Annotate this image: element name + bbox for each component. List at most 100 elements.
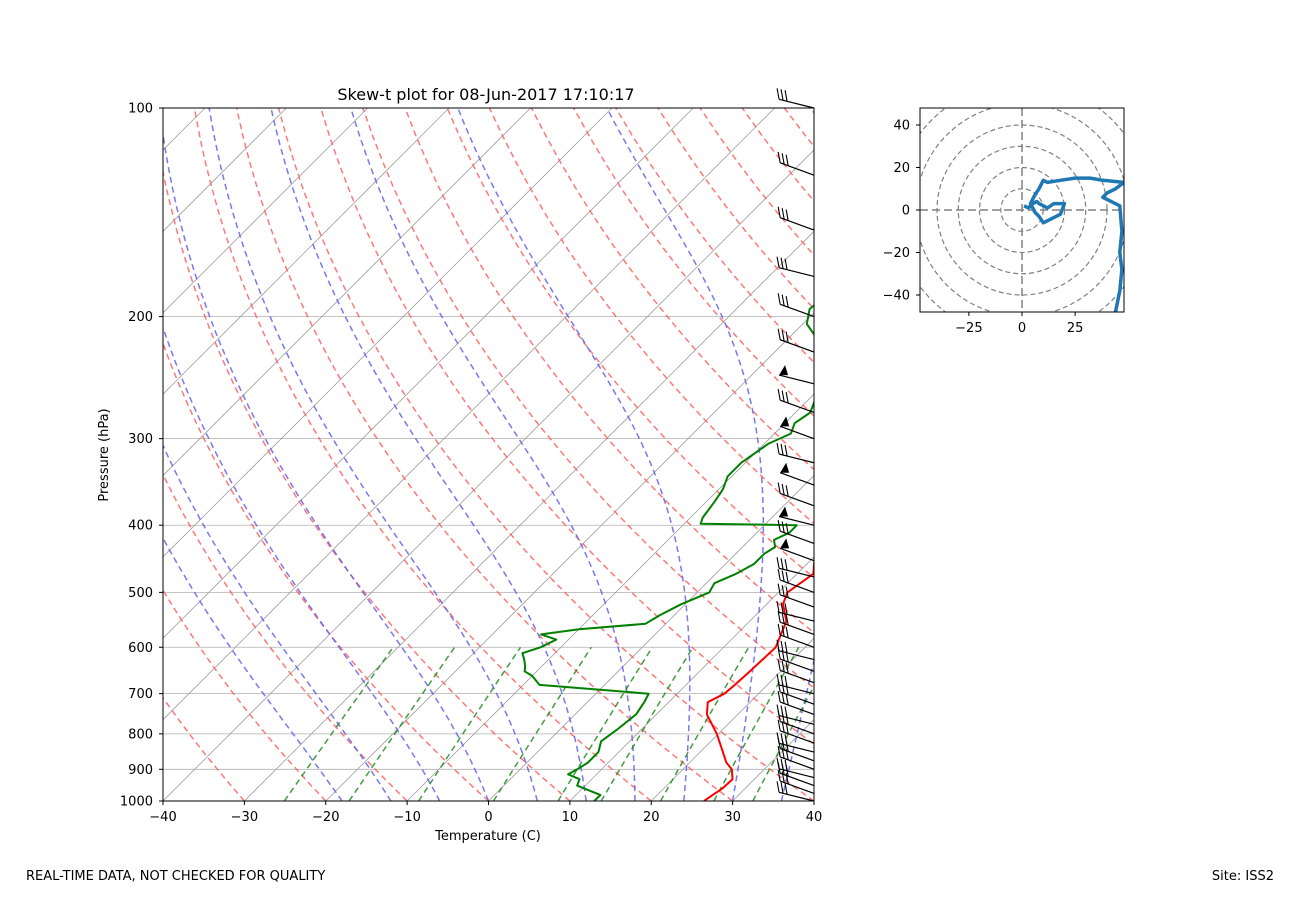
wind-barb — [777, 583, 815, 608]
wind-barb — [777, 647, 815, 672]
y-axis-label: Pressure (hPa) — [97, 408, 112, 501]
isotherm-line — [163, 108, 369, 314]
mixing-ratio-line — [713, 646, 800, 801]
mixing-ratio-line — [557, 646, 653, 801]
wind-barb — [777, 762, 815, 787]
hodograph-trace — [1023, 176, 1124, 312]
wind-barb — [777, 623, 815, 648]
hodograph-line — [1023, 176, 1124, 312]
dry-adiabat-line — [488, 108, 814, 525]
mixing-ratio-line — [418, 646, 522, 801]
isotherm-line — [163, 108, 613, 558]
temperature-profile-line — [703, 559, 814, 801]
moist-adiabat-line — [208, 108, 539, 801]
isotherm-line — [569, 556, 814, 801]
dewpoint-profile-line — [521, 304, 814, 801]
wind-barb — [777, 293, 815, 318]
hodo-y-tick-label: 20 — [893, 161, 910, 176]
dry-adiabat-line — [163, 168, 571, 801]
hodo-y-tick-label: −20 — [883, 246, 910, 261]
hodo-y-tick-label: 40 — [893, 119, 910, 134]
dry-adiabat-line — [446, 108, 814, 579]
hodo-y-tick-label: 0 — [902, 204, 910, 219]
wind-barb — [776, 781, 815, 802]
isotherm-line — [163, 108, 775, 721]
dry-adiabat-line — [320, 108, 814, 746]
skewt-y-ticks: 100 200 300 400 500 600 700 800 900 1000 — [120, 102, 163, 810]
isotherm-line — [813, 800, 814, 801]
wind-barb — [777, 520, 815, 545]
dry-adiabat-line — [530, 108, 814, 471]
dry-adiabat-line — [362, 108, 814, 689]
isotherm-line — [163, 108, 531, 477]
dry-adiabat-line — [163, 588, 327, 801]
hodograph-x-ticks: −25 0 25 — [955, 312, 1083, 336]
site-label: Site: ISS2 — [1211, 869, 1274, 884]
y-tick-label: 1000 — [120, 795, 153, 810]
wind-barb — [776, 601, 815, 622]
hodo-y-tick-label: −40 — [883, 289, 910, 304]
y-tick-label: 600 — [128, 641, 153, 656]
skewt-x-ticks: −40 −30 −20 −10 0 10 20 30 40 — [149, 801, 822, 825]
isotherm-line — [325, 312, 814, 801]
isotherm-line — [163, 108, 694, 639]
mixing-ratio-line — [659, 646, 750, 801]
dry-adiabat-line — [404, 108, 814, 634]
y-tick-label: 200 — [128, 310, 153, 325]
moist-adiabat-line — [163, 443, 392, 801]
dry-adiabat-line — [827, 108, 1300, 801]
x-tick-label: 30 — [724, 810, 741, 825]
hodo-x-tick-label: 0 — [1018, 321, 1026, 336]
x-tick-label: 20 — [643, 810, 660, 825]
x-axis-label: Temperature (C) — [434, 829, 541, 844]
x-tick-label: −20 — [312, 810, 339, 825]
wind-barb — [777, 611, 815, 636]
x-tick-label: 40 — [806, 810, 823, 825]
quality-disclaimer: REAL-TIME DATA, NOT CHECKED FOR QUALITY — [26, 869, 326, 884]
y-tick-label: 800 — [128, 727, 153, 742]
x-tick-label: 0 — [484, 810, 492, 825]
dry-adiabat-line — [869, 108, 1300, 801]
dry-adiabat-line — [235, 108, 734, 801]
mixing-ratio-line — [492, 646, 592, 801]
dry-adiabat-line — [783, 108, 814, 148]
isotherm-line — [244, 230, 814, 801]
wind-barb — [779, 538, 815, 562]
isotherm-line — [650, 637, 814, 801]
wind-barb — [777, 151, 815, 176]
moist-adiabat-line — [163, 536, 343, 801]
wind-barb — [776, 557, 815, 578]
wind-barb — [777, 206, 815, 231]
hodo-x-tick-label: −25 — [955, 321, 982, 336]
dry-adiabat-line — [995, 108, 1300, 801]
y-tick-label: 500 — [128, 586, 153, 601]
wind-barb — [777, 659, 815, 684]
skewt-grid — [163, 108, 1300, 801]
wind-barb — [777, 482, 815, 507]
dry-adiabat-line — [953, 108, 1300, 801]
moist-adiabat-line — [350, 108, 636, 801]
x-tick-label: 10 — [562, 810, 579, 825]
hodograph-y-ticks: 40 20 0 −20 −40 — [883, 119, 920, 304]
wind-barb — [776, 256, 815, 278]
mixing-ratio-line — [283, 646, 394, 801]
moist-adiabat-line — [780, 108, 814, 801]
y-tick-label: 700 — [128, 687, 153, 702]
mixing-ratio-line — [348, 646, 456, 801]
moist-adiabat-line — [606, 108, 765, 801]
wind-barb — [778, 365, 815, 385]
hodograph-grid — [920, 108, 1124, 312]
moist-adiabat-line — [163, 129, 490, 801]
wind-barb — [777, 691, 815, 715]
hodograph-panel: −25 0 25 40 20 0 −20 −40 — [883, 107, 1125, 336]
x-tick-label: −40 — [149, 810, 176, 825]
mixing-ratio-line — [752, 684, 814, 801]
wind-barb — [779, 416, 815, 440]
isotherm-line — [732, 719, 814, 801]
dry-adiabat-line — [163, 341, 490, 801]
skewt-panel: −40 −30 −20 −10 0 10 20 30 40 100200300400500600… — [97, 85, 1300, 844]
wind-barbs — [776, 88, 815, 802]
dry-adiabat-line — [741, 108, 814, 203]
dry-adiabat-line — [699, 108, 814, 257]
y-tick-label: 400 — [128, 519, 153, 534]
